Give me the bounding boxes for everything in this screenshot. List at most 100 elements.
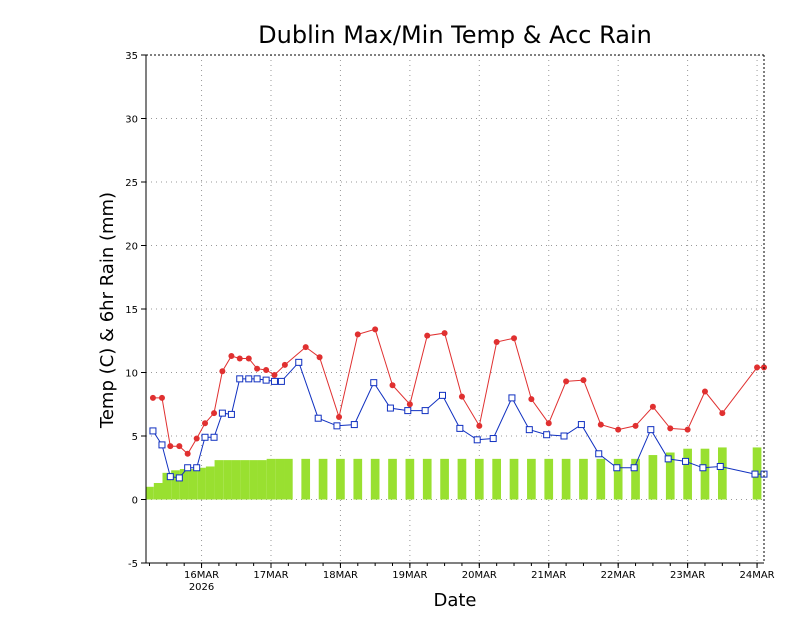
rain-bar	[440, 458, 449, 500]
max-temp-point	[441, 330, 448, 337]
rain-bar	[205, 466, 215, 500]
rain-bar	[370, 458, 380, 500]
max-temp-point	[493, 339, 500, 346]
min-temp-point	[508, 394, 516, 402]
rain-bar	[214, 460, 224, 500]
min-temp-point	[227, 410, 235, 418]
max-temp-point	[667, 425, 674, 432]
rain-bar	[257, 460, 267, 500]
axes	[141, 54, 765, 568]
min-temp-point	[236, 375, 244, 383]
min-temp-point	[193, 464, 201, 472]
rain-bar	[544, 458, 554, 500]
max-temp-point	[597, 421, 604, 428]
min-temp-point	[682, 457, 690, 465]
x-tick-label: 16MAR	[184, 570, 219, 581]
max-temp-point	[563, 378, 570, 385]
min-temp-point	[630, 464, 638, 472]
max-temp-point	[545, 420, 552, 427]
min-temp-point	[218, 409, 226, 417]
y-tick-label: 0	[132, 496, 138, 507]
rain-bar	[188, 469, 198, 500]
max-temp-point	[354, 331, 361, 338]
rain-bar	[179, 469, 189, 500]
rain-bar	[613, 458, 623, 500]
y-tick-label: 15	[125, 305, 138, 316]
max-temp-point	[254, 365, 261, 372]
rain-bar	[146, 486, 154, 500]
max-temp-point	[458, 393, 465, 400]
min-temp-point	[421, 407, 429, 415]
rain-bar	[231, 460, 241, 500]
max-temp-point	[228, 352, 235, 359]
max-temp-point	[406, 401, 413, 408]
rain-bar	[631, 458, 640, 500]
max-temp-line	[152, 328, 764, 455]
min-temp-point	[270, 377, 278, 385]
max-temp-point	[245, 355, 252, 362]
rain-bar	[388, 458, 397, 500]
y-tick-label: -5	[128, 559, 138, 570]
rain-bar	[527, 458, 536, 500]
min-temp-point	[595, 450, 603, 458]
y-axis-label: Temp (C) & 6hr Rain (mm)	[97, 192, 118, 429]
max-temp-point	[754, 364, 761, 371]
rain-bar	[275, 458, 285, 500]
x-tick-label: 22MAR	[601, 570, 636, 581]
rain-bar	[153, 482, 163, 500]
min-temp-point	[473, 436, 481, 444]
min-temp-point	[370, 379, 378, 387]
y-tick-label: 30	[125, 115, 138, 126]
min-temp-point	[716, 462, 724, 470]
rain-bar	[249, 460, 258, 500]
min-temp-point	[149, 427, 157, 435]
rain-bar	[223, 460, 232, 500]
x-tick-label: 23MAR	[670, 570, 705, 581]
rain-bar	[683, 448, 692, 500]
x-tick-label: 19MAR	[392, 570, 427, 581]
max-temp-point	[632, 422, 639, 429]
min-temp-point	[404, 407, 412, 415]
max-temp-series	[149, 326, 767, 457]
min-temp-point	[439, 391, 447, 399]
y-tick-label: 20	[125, 242, 138, 253]
max-temp-point	[193, 435, 200, 442]
x-tick-label: 18MAR	[323, 570, 358, 581]
max-temp-point	[302, 344, 309, 351]
x-tick-label: 21MAR	[531, 570, 566, 581]
max-temp-point	[316, 354, 323, 361]
rain-bar	[509, 458, 519, 500]
x-tick-year-label: 2026	[189, 582, 214, 593]
rain-bar	[579, 458, 588, 500]
rain-bar	[422, 458, 432, 500]
rain-bar	[284, 458, 293, 500]
min-temp-point	[184, 464, 192, 472]
min-temp-point	[560, 432, 568, 440]
rain-bar	[405, 458, 415, 500]
x-tick-label: 17MAR	[253, 570, 288, 581]
rain-bar	[717, 447, 727, 500]
min-temp-point	[166, 473, 174, 481]
max-temp-point	[511, 335, 518, 342]
chart-title: Dublin Max/Min Temp & Acc Rain	[258, 21, 652, 49]
max-temp-point	[649, 403, 656, 410]
rain-bar	[266, 458, 276, 500]
min-temp-point	[262, 376, 270, 384]
max-temp-point	[701, 388, 708, 395]
rain-bar	[596, 458, 606, 500]
rain-bar	[301, 458, 311, 500]
x-tick-label: 20MAR	[462, 570, 497, 581]
y-tick-label: 10	[125, 369, 138, 380]
min-temp-point	[386, 404, 394, 412]
min-temp-series	[149, 358, 768, 482]
rain-bar	[561, 458, 571, 500]
max-temp-point	[219, 368, 226, 375]
max-temp-point	[176, 443, 183, 450]
min-temp-point	[525, 426, 533, 434]
min-temp-point	[245, 375, 253, 383]
max-temp-point	[615, 426, 622, 433]
max-temp-point	[528, 396, 535, 403]
y-tick-label: 25	[125, 178, 138, 189]
